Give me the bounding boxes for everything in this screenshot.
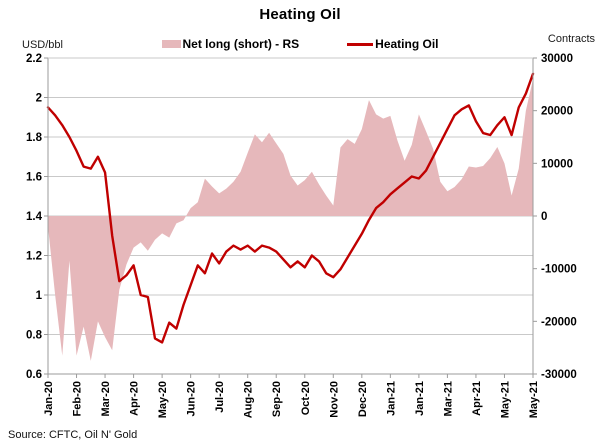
line-series-swatch-icon — [347, 42, 374, 46]
x-axis-tick-label: Jan-21 — [385, 381, 397, 416]
x-axis-tick-label: Jan-20 — [43, 381, 55, 416]
chart-header-row: USD/bbl Net long (short) - RS Heating Oi… — [0, 33, 600, 55]
x-axis-tick-label: Jan-21 — [414, 381, 426, 416]
net-long-area-series — [48, 79, 533, 361]
heating-oil-line-series — [46, 72, 535, 344]
x-axis-tick-label: Apr-21 — [471, 381, 483, 416]
x-axis-tick-label: Dec-20 — [357, 381, 369, 417]
x-axis-tick-label: Jun-20 — [186, 381, 198, 416]
right-axis-tick-label: -30000 — [541, 369, 577, 381]
x-axis-tick-label: May-20 — [157, 381, 169, 418]
right-axis-tick-label: 30000 — [541, 53, 573, 65]
right-axis-tick-label: -10000 — [541, 264, 577, 276]
left-axis-tick-label: 1.4 — [26, 211, 43, 223]
x-axis-tick-label: Mar-20 — [100, 381, 112, 416]
x-axis-tick-label: Nov-20 — [328, 381, 340, 418]
x-axis-tick-label: Apr-20 — [129, 381, 141, 416]
axes — [44, 57, 537, 378]
left-axis-tick-label: 1.6 — [26, 172, 42, 184]
left-axis-tick-label: 1.2 — [26, 251, 42, 263]
x-axis-tick-label: Feb-20 — [72, 381, 84, 416]
x-axis-tick-label: Mar-21 — [442, 381, 454, 416]
left-axis-tick-label: 0.8 — [26, 330, 43, 342]
right-axis-tick-label: 10000 — [541, 158, 573, 170]
x-axis-tick-label: Aug-20 — [243, 381, 255, 418]
left-axis-tick-label: 1.8 — [26, 132, 43, 144]
chart-title: Heating Oil — [259, 6, 341, 23]
chart-legend: Net long (short) - RS Heating Oil — [0, 37, 600, 51]
x-axis-tick-label: Oct-20 — [300, 381, 312, 415]
right-axis-unit-label: Contracts — [547, 33, 595, 45]
right-axis-tick-label: 0 — [541, 211, 547, 223]
left-axis-tick-label: 2 — [36, 93, 42, 105]
x-axis-tick-label: May-21 — [528, 381, 540, 418]
source-note: Source: CFTC, Oil N' Gold — [8, 429, 138, 441]
legend-label-net-long: Net long (short) - RS — [182, 37, 300, 51]
left-axis-unit-label: USD/bbl — [22, 39, 63, 51]
legend-item-heating-oil: Heating Oil — [347, 37, 439, 51]
x-axis-tick-label: May-21 — [499, 381, 511, 418]
left-axis-tick-label: 0.6 — [26, 369, 42, 381]
left-axis-tick-label: 2.2 — [26, 53, 42, 65]
legend-label-heating-oil: Heating Oil — [375, 37, 439, 51]
area-series-swatch-icon — [161, 40, 181, 48]
right-axis-tick-label: -20000 — [541, 316, 577, 328]
left-axis-tick-label: 1 — [36, 290, 43, 302]
right-axis-tick-label: 20000 — [541, 106, 573, 118]
x-axis-tick-label: Jul-20 — [214, 381, 226, 413]
legend-item-net-long: Net long (short) - RS — [161, 37, 300, 51]
x-axis-tick-label: Sep-20 — [271, 381, 283, 417]
